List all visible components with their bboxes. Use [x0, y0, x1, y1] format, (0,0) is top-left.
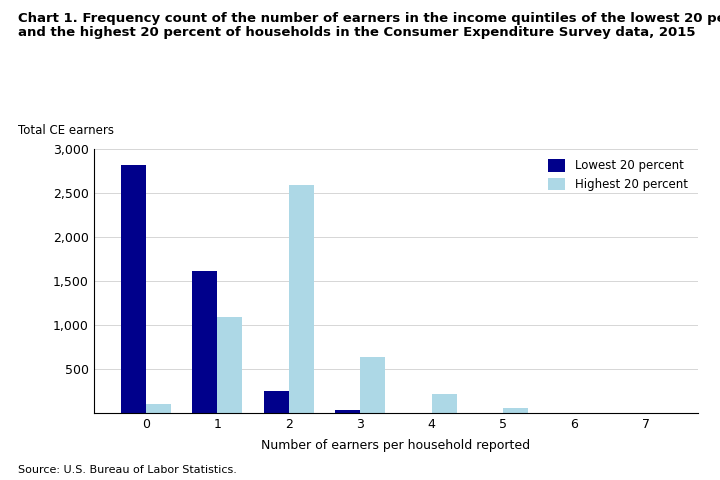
- Bar: [264, 391, 289, 413]
- Bar: [192, 271, 217, 413]
- Bar: [336, 410, 360, 413]
- Bar: [503, 408, 528, 413]
- Bar: [289, 185, 314, 413]
- Text: Source: U.S. Bureau of Labor Statistics.: Source: U.S. Bureau of Labor Statistics.: [18, 465, 237, 475]
- Text: and the highest 20 percent of households in the Consumer Expenditure Survey data: and the highest 20 percent of households…: [18, 26, 696, 39]
- Bar: [432, 395, 456, 413]
- Legend: Lowest 20 percent, Highest 20 percent: Lowest 20 percent, Highest 20 percent: [543, 155, 693, 196]
- Bar: [360, 357, 385, 413]
- Bar: [121, 165, 146, 413]
- Bar: [146, 404, 171, 413]
- Text: Chart 1. Frequency count of the number of earners in the income quintiles of the: Chart 1. Frequency count of the number o…: [18, 12, 720, 25]
- X-axis label: Number of earners per household reported: Number of earners per household reported: [261, 439, 531, 452]
- Text: Total CE earners: Total CE earners: [18, 124, 114, 137]
- Bar: [217, 317, 243, 413]
